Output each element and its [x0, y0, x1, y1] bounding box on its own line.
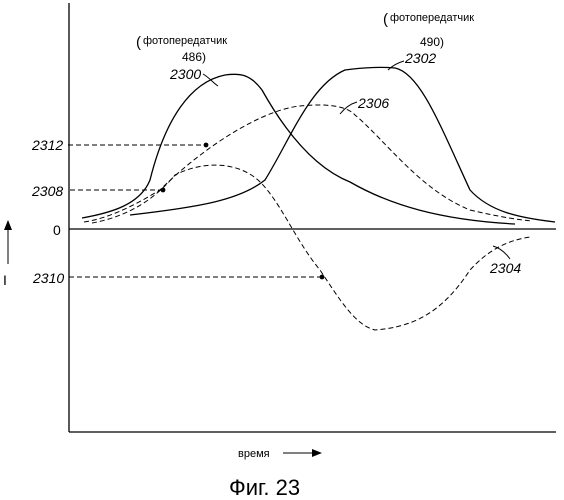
transmitter-486-number: 486)	[182, 50, 206, 64]
curve-2304-leader	[493, 246, 510, 259]
transmitter-490-label: фотопередатчик	[390, 12, 474, 24]
figure-caption: Фиг. 23	[229, 475, 300, 500]
curve-2300-ref: 2300	[169, 66, 201, 82]
level-2312-label: 2312	[31, 137, 63, 153]
x-axis-label: время	[238, 448, 270, 460]
curve-2306-ref: 2306	[357, 95, 389, 111]
curve-2306	[84, 105, 532, 222]
zero-label: 0	[53, 222, 61, 238]
curve-2300-leader	[203, 74, 218, 86]
curve-2304	[92, 165, 530, 330]
transmitter-490-number: 490)	[420, 35, 444, 49]
transmitter-486-label: фотопередатчик	[143, 35, 227, 47]
transmitter-486-paren: (	[136, 34, 141, 51]
y-axis-label-group: I	[3, 220, 12, 288]
curve-2304-ref: 2304	[489, 260, 521, 276]
level-2308-dot	[161, 188, 166, 193]
curve-2300	[82, 74, 515, 224]
transmitter-486-annotation: ( фотопередатчик 486)	[136, 34, 227, 64]
x-axis-label-group: время	[238, 448, 322, 460]
level-2310-label: 2310	[32, 270, 64, 286]
level-2312-dot	[204, 143, 209, 148]
x-arrow-head-icon	[312, 449, 322, 457]
curve-2302-ref: 2302	[404, 50, 436, 66]
y-arrow-head-icon	[4, 220, 12, 230]
transmitter-490-annotation: ( фотопередатчик 490)	[383, 11, 474, 49]
y-axis-label: I	[3, 272, 7, 288]
level-2310-dot	[320, 275, 325, 280]
transmitter-490-paren: (	[383, 11, 388, 28]
level-2308-label: 2308	[31, 183, 63, 199]
